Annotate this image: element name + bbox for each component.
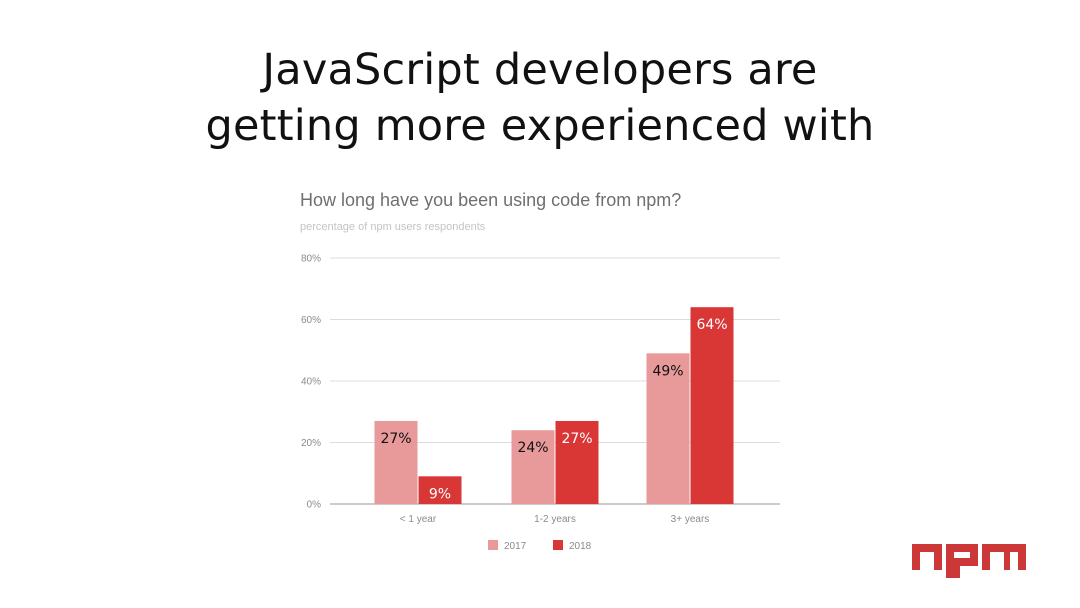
headline-line-1: JavaScript developers are (262, 45, 818, 95)
y-tick-label: 0% (307, 500, 322, 511)
bar (646, 353, 690, 504)
y-tick-label: 60% (301, 315, 321, 326)
data-label: 27% (380, 431, 411, 447)
category-label: < 1 year (400, 514, 437, 525)
legend-label: 2018 (569, 541, 592, 552)
y-tick-label: 80% (301, 254, 321, 265)
category-label: 1-2 years (534, 514, 576, 525)
headline-line-2: getting more experienced with (205, 101, 875, 151)
y-tick-label: 40% (301, 377, 321, 388)
headline: JavaScript developers are getting more e… (0, 42, 1080, 154)
bar (511, 430, 555, 504)
chart-subtitle: percentage of npm users respondents (300, 221, 486, 233)
data-label: 49% (652, 363, 683, 379)
npm-logo: npm (912, 544, 1026, 578)
bar (555, 420, 599, 504)
legend-swatch (553, 540, 563, 550)
chart-title: How long have you been using code from n… (300, 190, 682, 210)
data-label: 9% (429, 486, 451, 502)
bar (374, 420, 418, 504)
data-label: 64% (696, 317, 727, 333)
data-label: 24% (517, 440, 548, 456)
legend-label: 2017 (504, 541, 527, 552)
category-label: 3+ years (671, 514, 710, 525)
y-tick-label: 20% (301, 438, 321, 449)
data-label: 27% (561, 431, 592, 447)
bar (690, 307, 734, 504)
bar (418, 476, 462, 504)
legend-swatch (488, 540, 498, 550)
